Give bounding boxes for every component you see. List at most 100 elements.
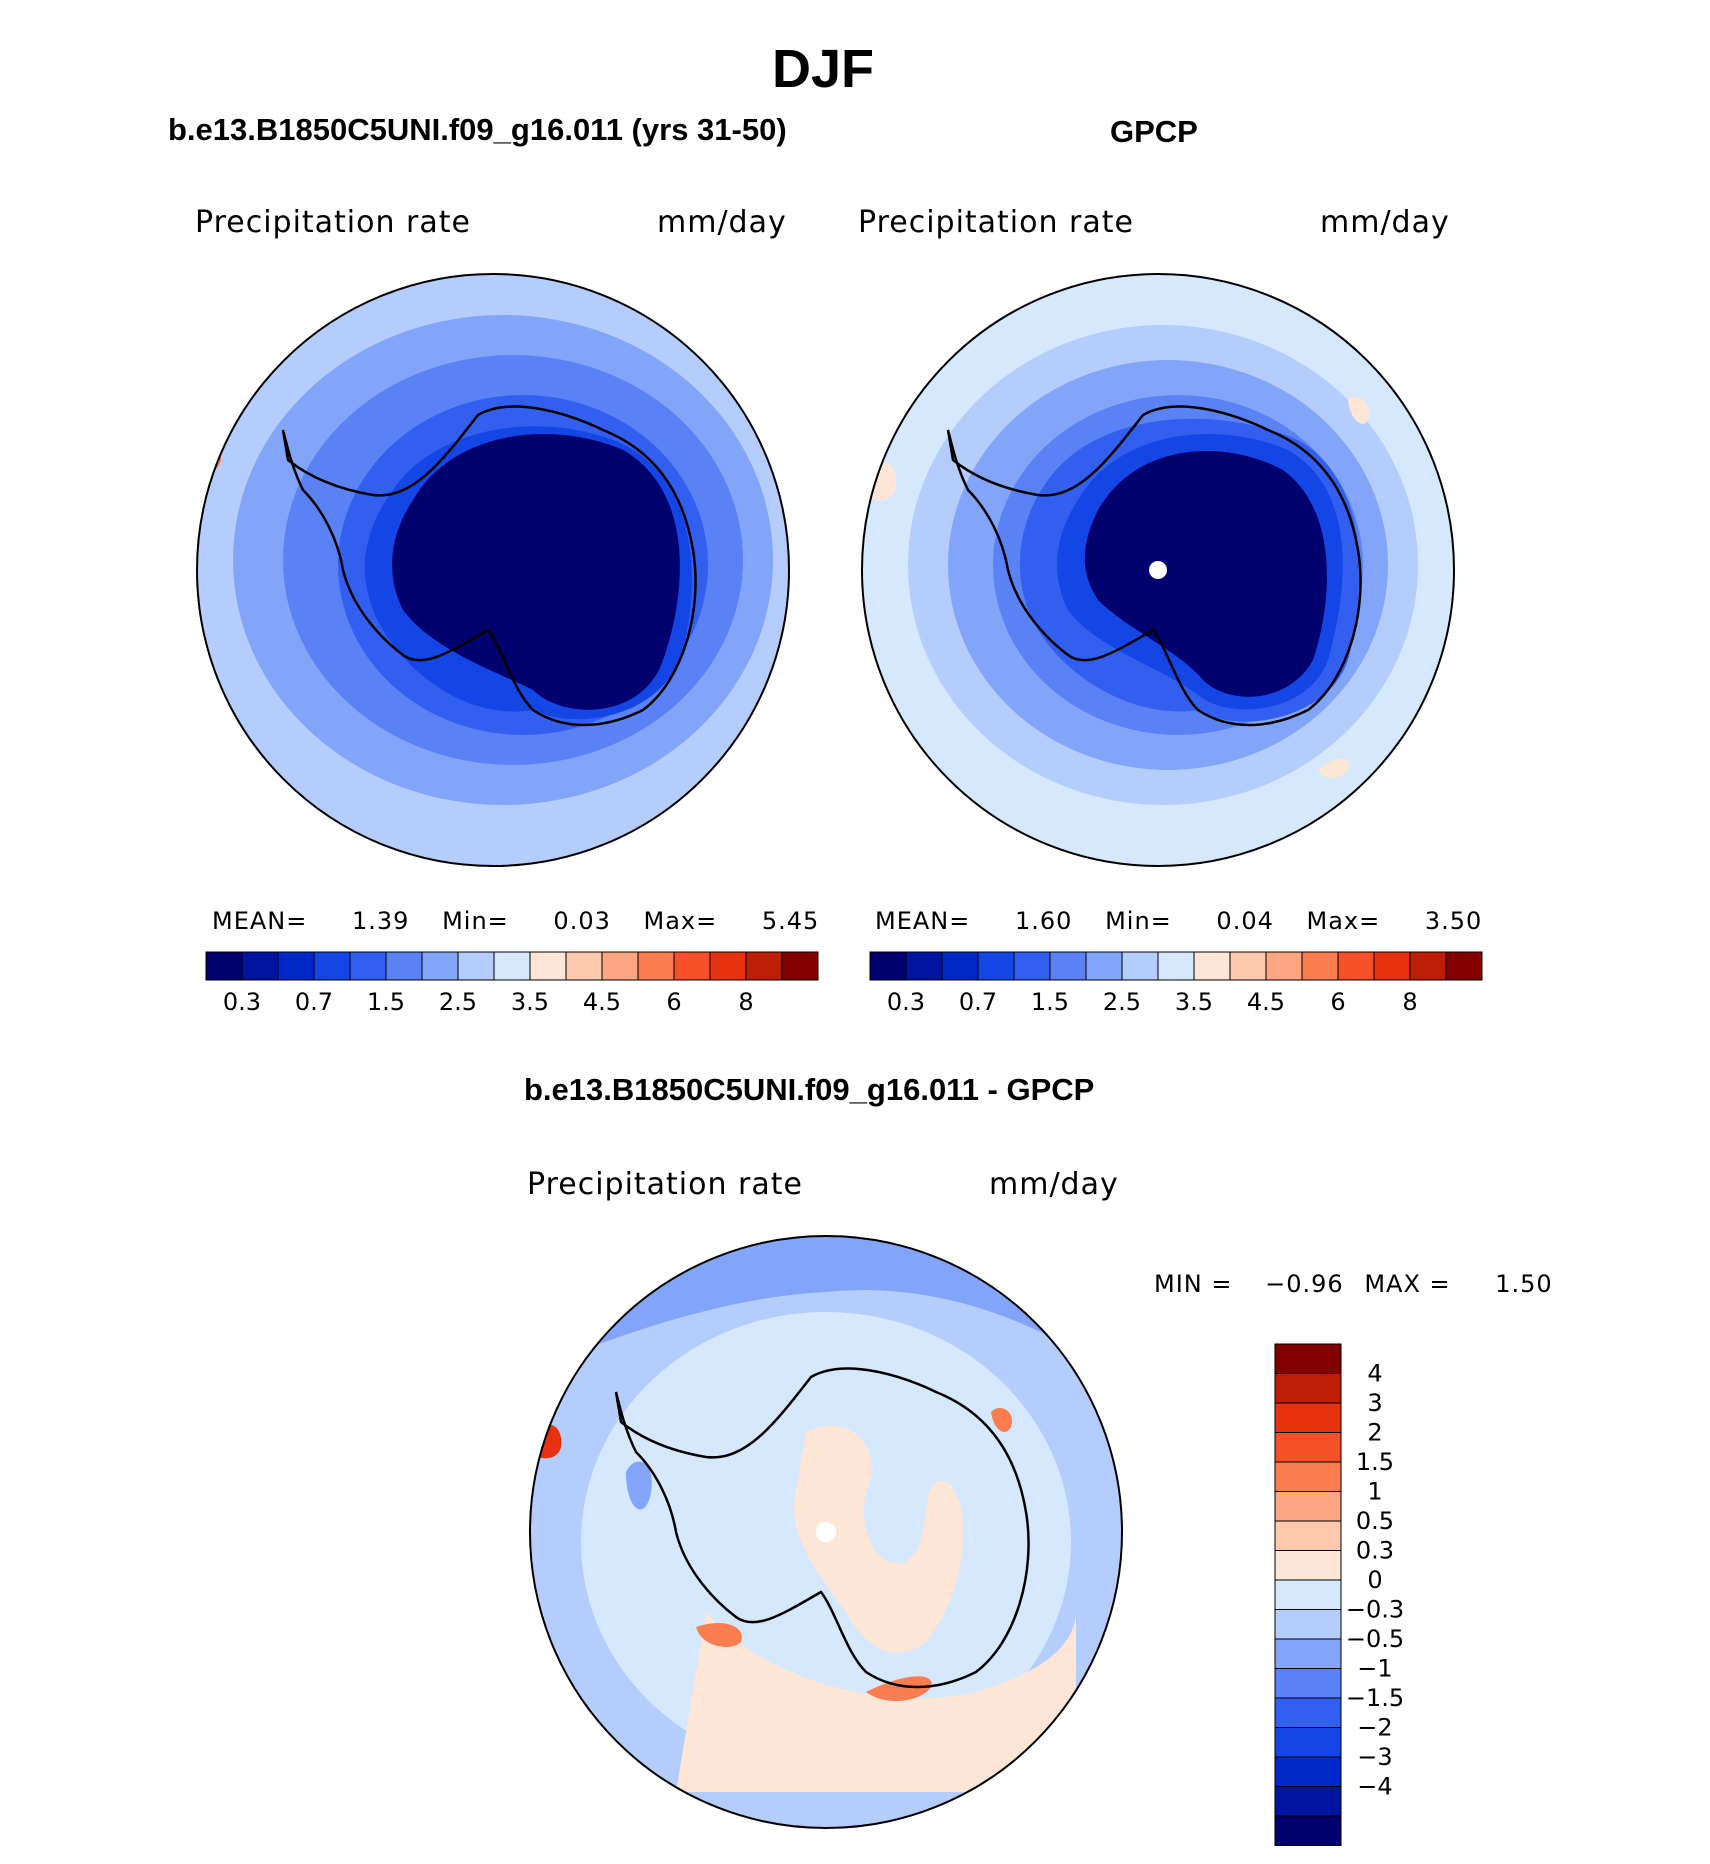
diff-min-value: −0.96 xyxy=(1265,1270,1344,1298)
max-value: 5.45 xyxy=(761,907,820,935)
page-title: DJF xyxy=(772,39,875,99)
colorbar-tick-label: −0.3 xyxy=(1346,1596,1404,1624)
colorbar-box xyxy=(1274,1461,1342,1492)
colorbar-box xyxy=(905,951,943,981)
colorbar-box xyxy=(1337,951,1375,981)
colorbar-box xyxy=(977,951,1015,981)
colorbar-box xyxy=(385,951,423,981)
colorbar-box xyxy=(493,951,531,981)
colorbar-box xyxy=(1085,951,1123,981)
diff-band xyxy=(696,1622,742,1647)
diff-band xyxy=(794,1425,964,1653)
panel1-stats: MEAN= 1.39 Min= 0.03 Max= 5.45 xyxy=(212,907,819,935)
orange-blob xyxy=(1348,396,1369,424)
colorbar-tick-label: 0.7 xyxy=(959,988,997,1016)
colorbar-box xyxy=(565,951,603,981)
colorbar-box xyxy=(601,951,639,981)
diff-map xyxy=(529,1235,1123,1829)
colorbar-tick-label: 2 xyxy=(1367,1419,1382,1447)
colorbar-box xyxy=(673,951,711,981)
panel2-title: GPCP xyxy=(1110,114,1198,149)
colorbar-box xyxy=(1274,1520,1342,1551)
colorbar-box xyxy=(529,951,567,981)
colorbar-box xyxy=(1274,1491,1342,1522)
colorbar-tick-label: −1.5 xyxy=(1346,1684,1404,1712)
panel1-variable: Precipitation rate xyxy=(195,205,471,240)
colorbar-box xyxy=(277,951,315,981)
panel1-title: b.e13.B1850C5UNI.f09_g16.011 (yrs 31-50) xyxy=(168,112,787,147)
colorbar-box xyxy=(1274,1609,1342,1640)
colorbar-tick-label: 8 xyxy=(1402,988,1417,1016)
min-label: Min= xyxy=(442,907,509,935)
diff-minmax: MIN = −0.96 MAX = 1.50 xyxy=(1154,1270,1553,1298)
colorbar-box xyxy=(1409,951,1447,981)
map-frame xyxy=(196,273,790,867)
colorbar-box xyxy=(869,951,907,981)
colorbar-tick-label: 6 xyxy=(1330,988,1345,1016)
colorbar-tick-label: 4.5 xyxy=(1247,988,1285,1016)
colorbar-box xyxy=(1274,1815,1342,1846)
colorbar-tick-label: 6 xyxy=(666,988,681,1016)
colorbar-box xyxy=(1274,1697,1342,1728)
colorbar-tick-label: 2.5 xyxy=(1103,988,1141,1016)
mean-value: 1.60 xyxy=(1015,907,1073,935)
colorbar-tick-label: 1.5 xyxy=(367,988,405,1016)
mean-value: 1.39 xyxy=(352,907,410,935)
mean-label: MEAN= xyxy=(212,907,308,935)
max-label: Max= xyxy=(643,907,718,935)
colorbar-tick-label: 1 xyxy=(1367,1478,1382,1506)
pole-marker xyxy=(816,1522,836,1542)
panel1-units: mm/day xyxy=(657,205,787,240)
colorbar-tick-label: 0.7 xyxy=(295,988,333,1016)
colorbar-box xyxy=(1274,1579,1342,1610)
colorbar-box xyxy=(1049,951,1087,981)
colorbar-box xyxy=(1274,1727,1342,1758)
colorbar-box xyxy=(1274,1756,1342,1787)
colorbar-box xyxy=(205,951,243,981)
colorbar-box xyxy=(709,951,747,981)
diff-min-label: MIN = xyxy=(1154,1270,1233,1298)
min-value: 0.04 xyxy=(1216,907,1274,935)
map-frame xyxy=(529,1235,1123,1829)
panel2-colorbar: 0.3 0.7 1.5 2.5 3.5 4.5 6 8 xyxy=(869,951,1483,1016)
colorbar-tick-label: 4 xyxy=(1367,1360,1382,1388)
min-value: 0.03 xyxy=(553,907,611,935)
diff-band xyxy=(676,1612,1076,1792)
colorbar-box xyxy=(1274,1550,1342,1581)
precip-band xyxy=(392,434,680,710)
colorbar-box xyxy=(421,951,459,981)
colorbar-box xyxy=(1121,951,1159,981)
colorbar-box xyxy=(1301,951,1339,981)
colorbar-tick-label: 3.5 xyxy=(1175,988,1213,1016)
colorbar-box xyxy=(1373,951,1411,981)
max-value: 3.50 xyxy=(1424,907,1483,935)
diff-title: b.e13.B1850C5UNI.f09_g16.011 - GPCP xyxy=(524,1072,1095,1107)
colorbar-box xyxy=(1274,1668,1342,1699)
colorbar-tick-label: 0.3 xyxy=(223,988,261,1016)
panel2-variable: Precipitation rate xyxy=(858,205,1134,240)
colorbar-box xyxy=(1274,1638,1342,1669)
panel1-map xyxy=(196,273,790,867)
colorbar-box xyxy=(1274,1343,1342,1374)
colorbar-box xyxy=(637,951,675,981)
map-frame xyxy=(861,273,1455,867)
colorbar-tick-label: 1.5 xyxy=(1356,1448,1394,1476)
colorbar-tick-label: −1 xyxy=(1357,1655,1392,1683)
diff-band xyxy=(626,1461,652,1510)
orange-blob xyxy=(1318,758,1349,779)
colorbar-box xyxy=(1157,951,1195,981)
colorbar-tick-label: 0.3 xyxy=(887,988,925,1016)
colorbar-box xyxy=(313,951,351,981)
colorbar-tick-label: 3 xyxy=(1367,1389,1382,1417)
colorbar-box xyxy=(1274,1402,1342,1433)
colorbar-tick-label: −0.5 xyxy=(1346,1625,1404,1653)
colorbar-tick-label: 3.5 xyxy=(511,988,549,1016)
antarctica-coastline xyxy=(281,405,697,727)
diff-units: mm/day xyxy=(989,1167,1119,1202)
colorbar-box xyxy=(745,951,783,981)
colorbar-box xyxy=(1265,951,1303,981)
colorbar-tick-label: 8 xyxy=(738,988,753,1016)
colorbar-tick-label: 4.5 xyxy=(583,988,621,1016)
colorbar-box xyxy=(1013,951,1051,981)
colorbar-box xyxy=(1274,1373,1342,1404)
